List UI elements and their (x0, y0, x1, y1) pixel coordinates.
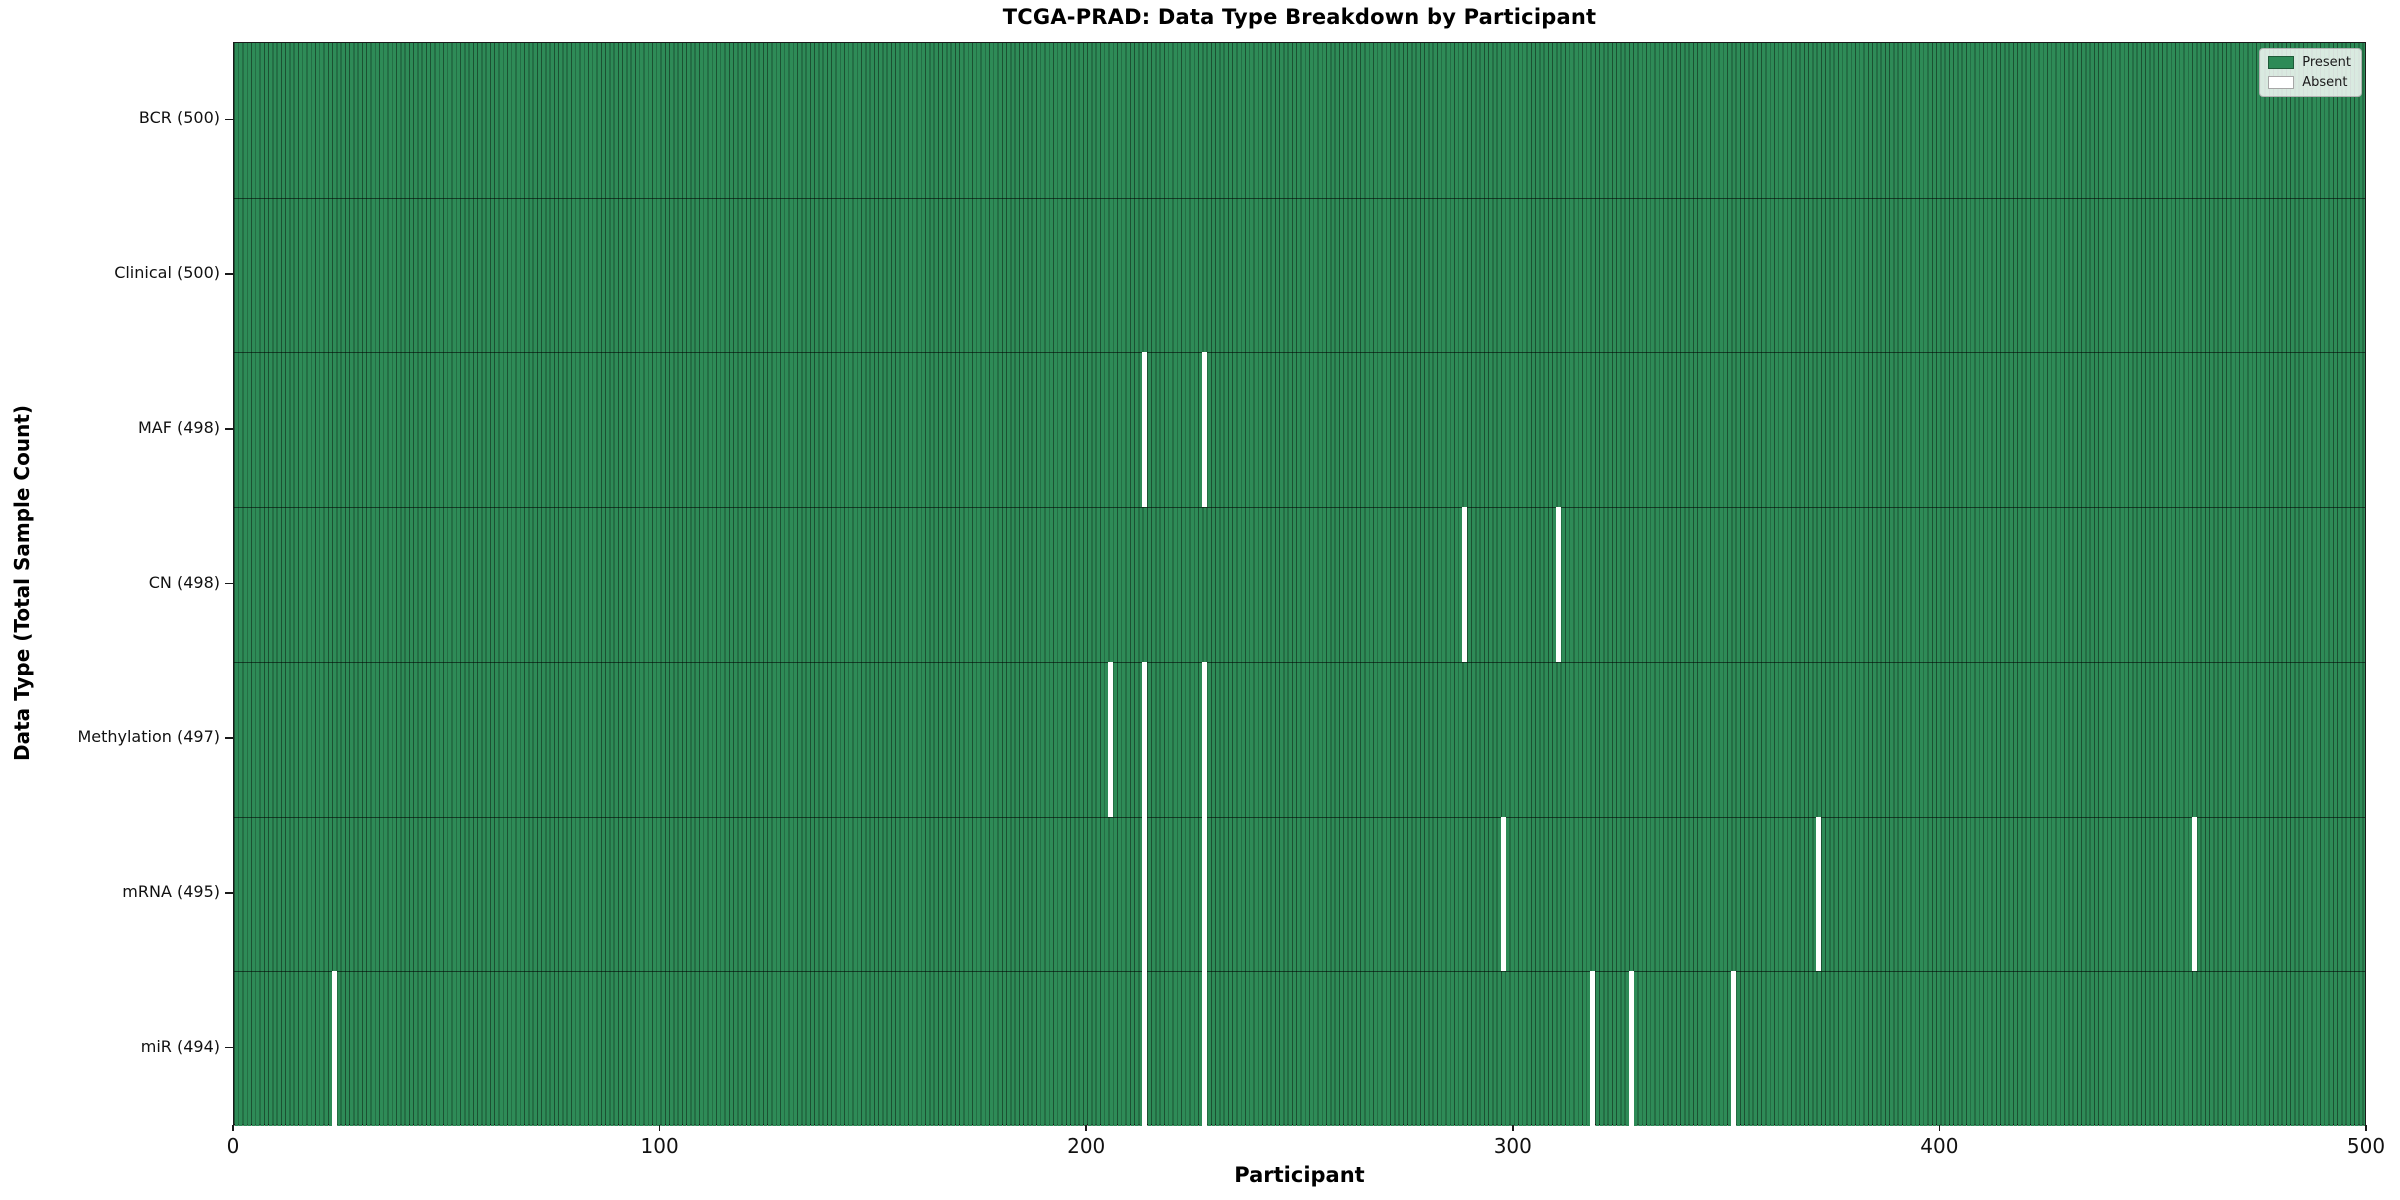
absent-gap (1142, 816, 1148, 972)
presence-matrix (234, 43, 2365, 1126)
absent-gap (1202, 971, 1207, 1126)
x-axis-title: Participant (1234, 1163, 1365, 1187)
y-tick-label: CN (498) (148, 572, 220, 592)
absent-gap (1590, 971, 1596, 1126)
x-tick-mark (2365, 1125, 2367, 1131)
plot-area: Present Absent (233, 42, 2366, 1126)
y-tick-mark (225, 582, 233, 585)
legend-label-present: Present (2302, 55, 2351, 70)
absent-gap (2191, 816, 2197, 972)
x-tick-label: 300 (1493, 1134, 1532, 1158)
datatype-row-miR (234, 971, 2365, 1126)
y-tick-label: MAF (498) (137, 417, 220, 437)
x-tick-mark (1085, 1125, 1087, 1131)
y-tick-mark (225, 1046, 233, 1049)
x-tick-mark (1512, 1125, 1514, 1131)
x-tick-mark (232, 1125, 234, 1131)
absent-gap (331, 971, 337, 1126)
x-tick-label: 200 (1067, 1134, 1106, 1158)
absent-gap (1202, 661, 1207, 817)
absent-gap (1142, 352, 1148, 508)
absent-gap (1816, 816, 1822, 972)
datatype-row-BCR (234, 43, 2365, 198)
y-tick-mark (225, 118, 233, 121)
x-tick-label: 100 (640, 1134, 679, 1158)
y-tick-mark (225, 428, 233, 430)
y-tick-label: Methylation (497) (77, 727, 220, 747)
absent-gap (1202, 816, 1207, 972)
y-tick-mark (225, 273, 233, 275)
legend-entry-absent: Absent (2268, 75, 2351, 90)
absent-gap (1202, 352, 1207, 508)
legend-label-absent: Absent (2302, 75, 2348, 90)
y-tick-mark (225, 892, 233, 894)
chart-title: TCGA-PRAD: Data Type Breakdown by Partic… (1002, 5, 1597, 29)
y-tick-label: Clinical (500) (114, 263, 220, 283)
x-tick-label: 0 (226, 1134, 240, 1158)
legend-entry-present: Present (2268, 55, 2351, 70)
absent-gap (1731, 971, 1736, 1126)
absent-gap (1628, 971, 1634, 1126)
legend: Present Absent (2259, 48, 2362, 97)
datatype-row-MAF (234, 352, 2365, 508)
y-tick-mark (225, 737, 233, 739)
y-tick-label: mRNA (495) (122, 881, 220, 901)
y-tick-label: BCR (500) (138, 108, 220, 128)
x-tick-label: 500 (2346, 1134, 2386, 1158)
absent-swatch (2268, 76, 2295, 89)
datatype-row-Methylation (234, 661, 2365, 817)
absent-gap (1142, 661, 1148, 817)
y-tick-label: miR (494) (140, 1036, 220, 1056)
datatype-row-mRNA (234, 816, 2365, 972)
absent-gap (1108, 661, 1114, 817)
datatype-row-CN (234, 507, 2365, 662)
absent-gap (1462, 507, 1468, 662)
absent-gap (1556, 507, 1562, 662)
absent-gap (1142, 971, 1148, 1126)
datatype-row-Clinical (234, 197, 2365, 353)
x-tick-mark (658, 1125, 661, 1131)
absent-gap (1500, 816, 1506, 972)
x-tick-label: 400 (1920, 1134, 1959, 1158)
x-tick-mark (1938, 1125, 1941, 1131)
present-swatch (2268, 56, 2295, 69)
